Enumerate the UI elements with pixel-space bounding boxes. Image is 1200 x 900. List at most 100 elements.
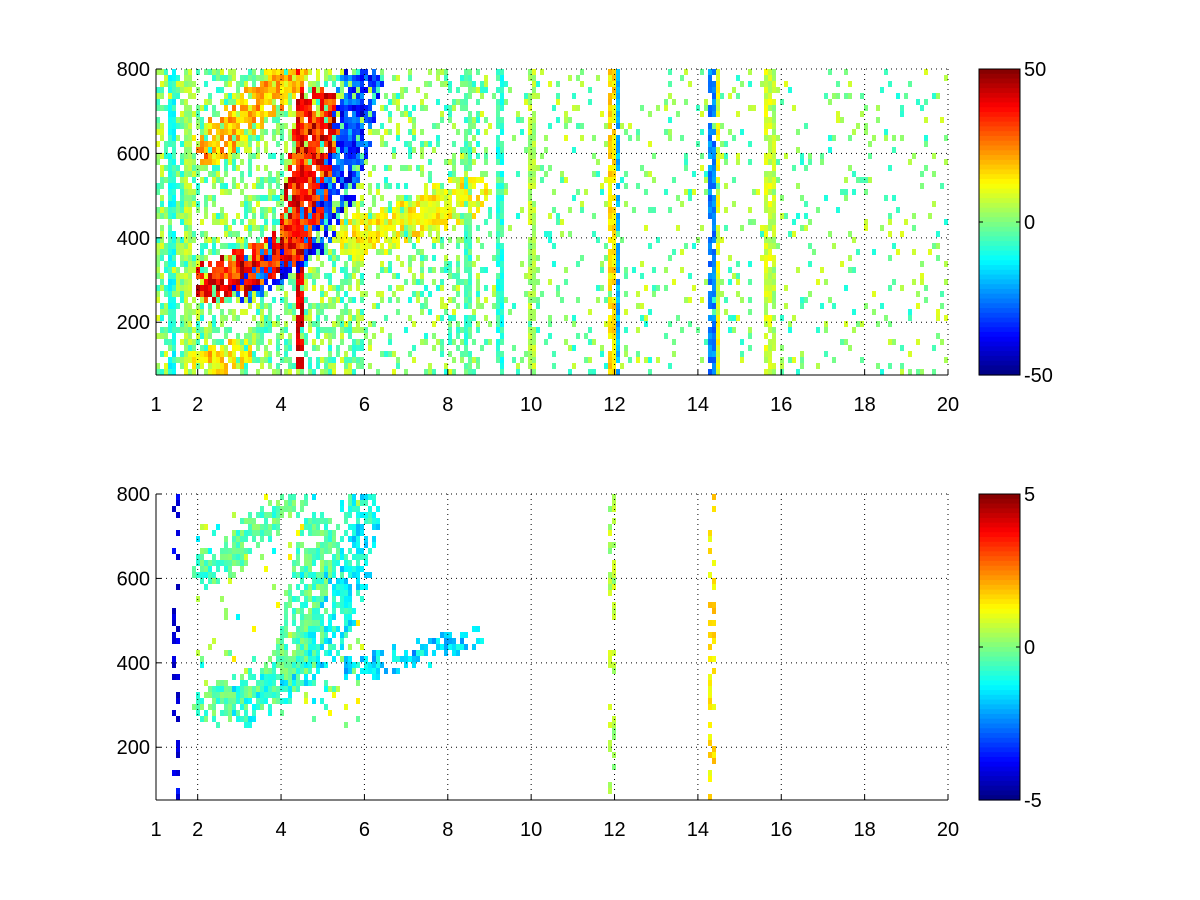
heatmap-cell [712,261,716,267]
heatmap-cell [356,165,360,171]
heatmap-cell [300,566,304,572]
heatmap-cell [308,309,312,315]
heatmap-cell [288,333,292,339]
heatmap-cell [348,608,352,614]
heatmap-cell [772,123,776,129]
heatmap-cell [804,213,808,219]
heatmap-cell [236,123,240,129]
heatmap-cell [252,207,256,213]
heatmap-cell [240,566,244,572]
heatmap-cell [616,183,620,189]
heatmap-cell [292,171,296,177]
heatmap-cell [300,243,304,249]
heatmap-cell [200,141,204,147]
heatmap-cell [240,279,244,285]
heatmap-cell [352,620,356,626]
heatmap-cell [240,75,244,81]
heatmap-cell [500,147,504,153]
heatmap-cell [820,159,824,165]
heatmap-cell [172,363,176,369]
heatmap-cell [532,309,536,315]
heatmap-cell [228,572,232,578]
colorbar-segment [979,298,1020,304]
heatmap-cell [880,87,884,93]
heatmap-cell [428,213,432,219]
heatmap-cell [308,201,312,207]
heatmap-cell [444,267,448,273]
heatmap-cell [244,548,248,554]
heatmap-cell [200,303,204,309]
heatmap-cell [584,333,588,339]
heatmap-cell [360,291,364,297]
heatmap-cell [284,159,288,165]
heatmap-cell [484,267,488,273]
heatmap-cell [480,345,484,351]
heatmap-cell [340,357,344,363]
heatmap-cell [608,321,612,327]
heatmap-cell [168,111,172,117]
heatmap-cell [212,686,216,692]
heatmap-cell [328,626,332,632]
heatmap-cell [280,686,284,692]
heatmap-cell [300,195,304,201]
heatmap-cell [260,261,264,267]
heatmap-cell [768,207,772,213]
heatmap-cell [712,153,716,159]
heatmap-cell [468,369,472,375]
heatmap-cell [348,620,352,626]
heatmap-cell [212,315,216,321]
heatmap-cell [176,81,180,87]
colorbar-segment [979,761,1020,768]
heatmap-cell [304,626,308,632]
heatmap-cell [356,219,360,225]
heatmap-cell [648,369,652,375]
heatmap-cell [356,345,360,351]
heatmap-cell [612,716,616,722]
heatmap-cell [280,273,284,279]
heatmap-cell [772,183,776,189]
heatmap-cell [160,195,164,201]
heatmap-cell [260,680,264,686]
heatmap-cell [196,554,200,560]
heatmap-cell [288,506,292,512]
heatmap-cell [392,369,396,375]
heatmap-cell [196,315,200,321]
heatmap-cell [308,171,312,177]
heatmap-cell [468,177,472,183]
heatmap-cell [500,105,504,111]
heatmap-cell [332,129,336,135]
heatmap-cell [264,237,268,243]
heatmap-cell [376,369,380,375]
heatmap-cell [260,195,264,201]
heatmap-cell [308,315,312,321]
heatmap-cell [764,303,768,309]
heatmap-cell [736,273,740,279]
heatmap-cell [304,584,308,590]
heatmap-cell [232,315,236,321]
heatmap-cell [300,309,304,315]
heatmap-cell [736,153,740,159]
colorbar-segment [979,709,1020,715]
heatmap-cell [304,219,308,225]
heatmap-cell [400,213,404,219]
heatmap-cell [492,255,496,261]
heatmap-cell [204,548,208,554]
heatmap-cell [936,231,940,237]
heatmap-cell [228,267,232,273]
heatmap-cell [300,267,304,273]
heatmap-cell [320,261,324,267]
heatmap-cell [608,746,612,752]
heatmap-cell [344,249,348,255]
heatmap-cell [188,153,192,159]
heatmap-cell [336,291,340,297]
heatmap-cell [220,309,224,315]
heatmap-cell [156,297,160,303]
heatmap-cell [296,303,300,309]
heatmap-cell [324,315,328,321]
heatmap-cell [188,249,192,255]
heatmap-cell [324,225,328,231]
heatmap-cell [288,279,292,285]
heatmap-cell [304,500,308,506]
heatmap-cell [388,207,392,213]
heatmap-cell [624,201,628,207]
